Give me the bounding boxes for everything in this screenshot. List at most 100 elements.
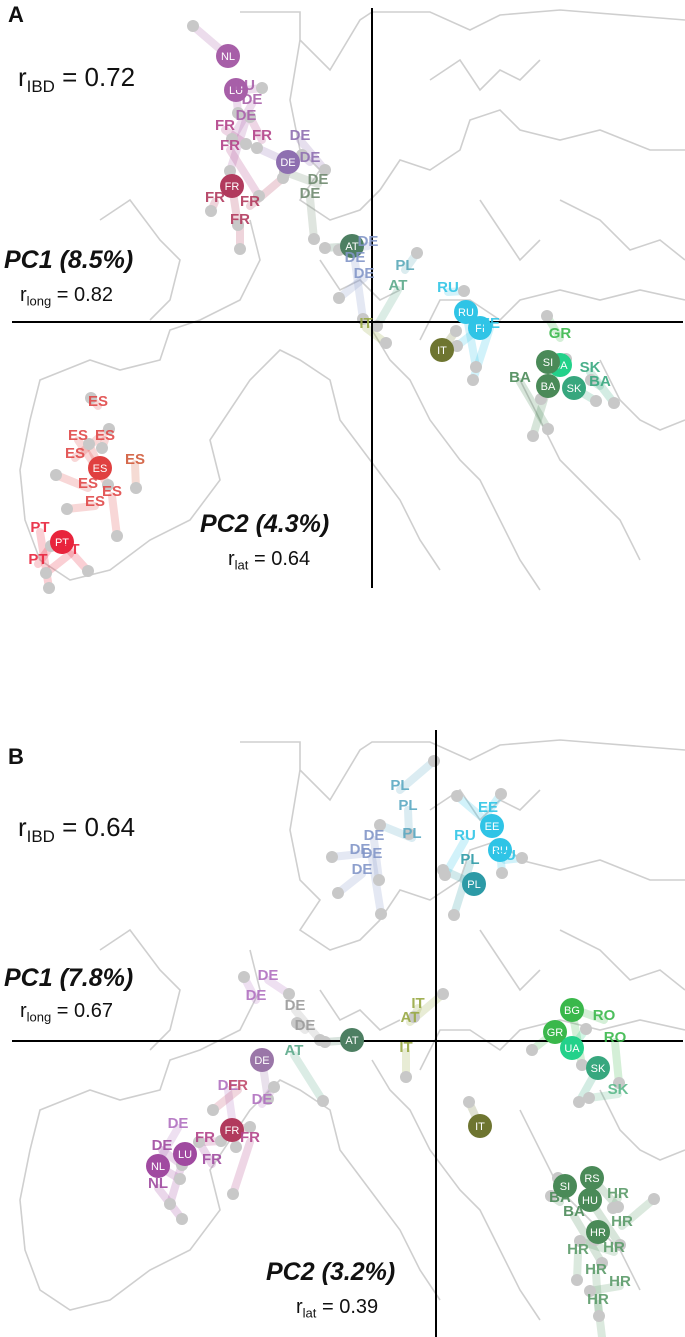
origin-dot-a-16: [96, 442, 108, 454]
sample-label-b-29: DE: [246, 987, 267, 1004]
sample-label-a-35: FR: [230, 211, 250, 228]
sample-label-a-48: BA: [589, 373, 611, 390]
origin-dot-a-33: [205, 205, 217, 217]
sample-label-b-50: HR: [607, 1185, 629, 1202]
origin-dot-b-23: [332, 887, 344, 899]
origin-dot-b-46: [193, 1136, 205, 1148]
sample-label-a-34: FR: [240, 193, 260, 210]
sample-label-a-49: BA: [509, 369, 531, 386]
connector-line-b-44: [229, 1138, 254, 1198]
origin-dot-b-34: [437, 988, 449, 1000]
origin-dot-b-22: [375, 908, 387, 920]
sample-circle-a-3: [220, 174, 244, 198]
country-border-a-6: [519, 379, 641, 561]
origin-dot-a-11: [590, 395, 602, 407]
sample-circle-b-14: [553, 1174, 577, 1198]
country-border-a-8: [99, 198, 181, 321]
connector-line-b-32: [290, 1051, 327, 1105]
pc2-label-a: PC2 (4.3%): [200, 510, 330, 538]
sample-label-b-34: AT: [401, 1009, 420, 1026]
origin-dot-b-27: [448, 909, 460, 921]
sample-label-b-2: PL: [467, 879, 480, 891]
sample-label-a-0: NL: [221, 51, 235, 63]
country-border-b-8: [99, 928, 181, 1051]
origin-dot-a-15: [102, 479, 114, 491]
sample-circle-a-13: [50, 530, 74, 554]
origin-dot-b-55: [584, 1285, 596, 1297]
origin-dot-b-0: [451, 790, 463, 802]
sample-label-a-1: LU: [229, 85, 243, 97]
connector-line-b-54: [592, 1270, 603, 1320]
origin-dot-a-48: [585, 374, 597, 386]
sample-label-b-5: BG: [564, 1005, 580, 1017]
sample-circle-a-7: [430, 338, 454, 362]
origin-dot-b-48: [545, 1190, 557, 1202]
sample-label-a-21: ES: [85, 493, 105, 510]
sample-label-a-7: IT: [437, 345, 447, 357]
sample-label-a-23: PT: [60, 541, 79, 558]
sample-label-a-13: PT: [55, 537, 69, 549]
sample-label-b-47: NL: [148, 1175, 168, 1192]
origin-dot-a-18: [130, 482, 142, 494]
sample-label-a-42: AT: [389, 277, 408, 294]
r-lat-stat-b: rlat = 0.39: [296, 1296, 379, 1321]
sample-circle-b-1: [488, 838, 512, 862]
sample-circle-a-11: [562, 376, 586, 400]
origin-dot-b-11: [174, 1173, 186, 1185]
origin-dot-a-46: [541, 310, 553, 322]
sample-label-a-45: IT: [359, 315, 372, 332]
sample-label-a-29: FR: [252, 127, 272, 144]
country-border-b-1: [289, 769, 381, 951]
origin-dot-a-47: [608, 397, 620, 409]
country-border-a-0: [240, 9, 685, 72]
sample-label-a-30: DE: [290, 127, 311, 144]
sample-label-b-21: DE: [350, 841, 371, 858]
sample-label-a-2: DE: [280, 157, 295, 169]
sample-label-b-30: DE: [285, 997, 306, 1014]
connector-line-a-37: [306, 194, 318, 243]
origin-dot-a-45: [380, 337, 392, 349]
origin-dot-a-0: [187, 20, 199, 32]
connector-line-a-34: [246, 174, 287, 210]
origin-dot-b-8: [573, 1096, 585, 1108]
origin-dot-a-32: [253, 190, 265, 202]
sample-label-b-31: DE: [295, 1017, 316, 1034]
country-border-a-5: [419, 289, 685, 341]
sample-label-b-46: FR: [202, 1151, 222, 1168]
sample-circle-a-0: [216, 44, 240, 68]
sample-label-b-49: BA: [563, 1203, 585, 1220]
sample-circle-b-16: [586, 1220, 610, 1244]
origin-dot-b-49: [596, 1257, 608, 1269]
country-border-a-1: [289, 39, 381, 221]
sample-label-a-19: ES: [78, 475, 98, 492]
origin-dot-a-26: [256, 82, 268, 94]
sample-label-a-32: FR: [220, 137, 240, 154]
pc2-label-b: PC2 (3.2%): [266, 1258, 396, 1286]
r-lat-value-a: 0.64: [271, 548, 311, 570]
r-lat-value-b: 0.39: [339, 1296, 379, 1318]
sample-label-b-0: EE: [485, 821, 500, 833]
origin-dot-a-19: [50, 469, 62, 481]
origin-dot-b-33: [408, 1011, 420, 1023]
sample-label-b-35: IT: [399, 1039, 412, 1056]
sample-label-b-15: HU: [582, 1195, 598, 1207]
origin-dot-b-10: [164, 1198, 176, 1210]
origin-dot-b-53: [574, 1235, 586, 1247]
sample-label-a-47: SK: [580, 359, 601, 376]
sample-circle-b-6: [543, 1020, 567, 1044]
sample-label-b-55: HR: [609, 1273, 631, 1290]
sample-circle-b-13: [580, 1166, 604, 1190]
origin-dot-b-38: [583, 1092, 595, 1104]
sample-label-b-43: FR: [195, 1129, 215, 1146]
country-border-b-4: [371, 1059, 541, 1321]
country-border-a-10: [559, 199, 685, 261]
sample-circle-a-1: [224, 78, 248, 102]
connector-line-a-30: [296, 136, 329, 174]
origin-dot-a-10: [527, 430, 539, 442]
sample-label-b-28: DE: [258, 967, 279, 984]
sample-label-b-26: RU: [494, 847, 516, 864]
sample-label-b-23: DE: [352, 861, 373, 878]
sample-label-b-45: DE: [152, 1137, 173, 1154]
sample-label-a-31: DE: [300, 149, 321, 166]
